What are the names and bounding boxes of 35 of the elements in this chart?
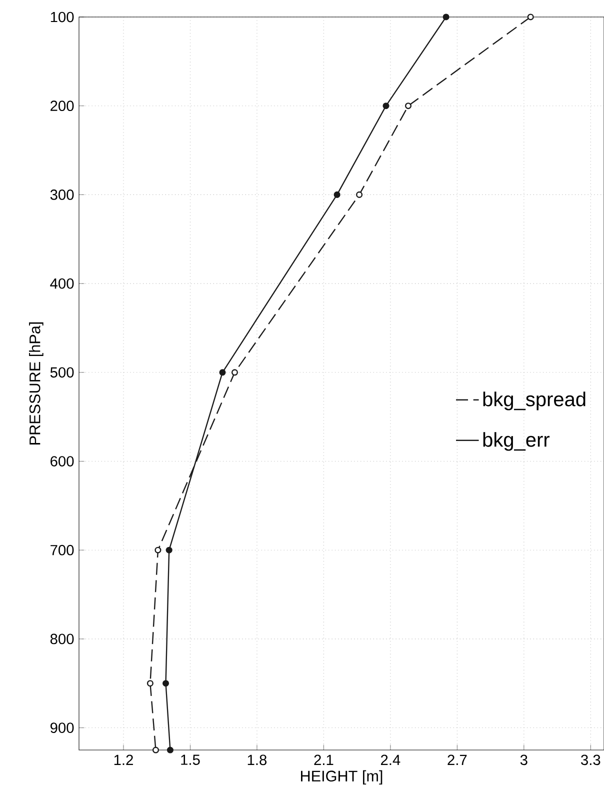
point — [404, 102, 412, 110]
point — [356, 191, 363, 198]
point — [527, 14, 534, 20]
point — [152, 746, 160, 754]
y-tick-label: 700 — [50, 544, 74, 556]
x-tick-label: 1.8 — [248, 754, 267, 766]
point — [382, 102, 390, 110]
y-axis-title: PRESSURE [hPa] — [29, 322, 44, 444]
y-tick-label: 800 — [50, 634, 74, 644]
x-tick-label: 1.2 — [114, 754, 133, 765]
y-tick-label: 200 — [50, 100, 74, 112]
y-tick-label: 500 — [50, 367, 74, 378]
point — [231, 369, 238, 376]
y-tick-label: 400 — [50, 278, 74, 289]
legend-label: bkg_err — [483, 432, 550, 451]
point — [219, 369, 226, 376]
point — [334, 191, 340, 198]
x-tick-label: 1.5 — [181, 754, 200, 765]
point — [146, 680, 154, 687]
legend-label: bkg_spread — [483, 392, 586, 410]
x-tick-label: 2.7 — [448, 754, 467, 765]
x-axis-title: HEIGHT [m] — [301, 770, 382, 785]
point — [162, 680, 170, 687]
y-tick-label: 600 — [50, 456, 74, 466]
x-tick-label: 3 — [520, 754, 528, 766]
x-tick-label: 3.3 — [581, 754, 600, 766]
y-tick-label: 900 — [50, 722, 74, 733]
y-tick-label: 300 — [50, 190, 74, 200]
point — [154, 546, 162, 554]
point — [166, 746, 174, 754]
y-tick-label: 100 — [50, 12, 74, 22]
x-tick-label: 2.4 — [380, 754, 400, 765]
point — [166, 546, 172, 554]
point — [442, 14, 450, 20]
x-tick-label: 2.1 — [314, 754, 334, 765]
